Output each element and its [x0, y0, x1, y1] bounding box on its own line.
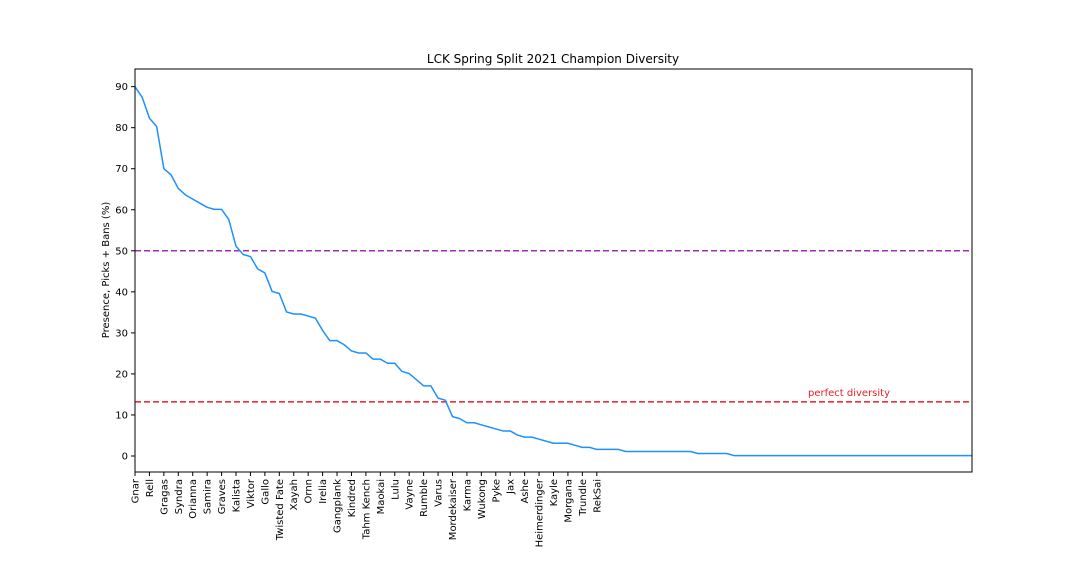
- reference-lines: perfect diversity: [135, 250, 972, 403]
- x-tick-label: Rell: [145, 479, 156, 497]
- x-tick-label: Ashe: [520, 479, 531, 504]
- y-tick-label: 30: [115, 328, 128, 339]
- x-tick-label: Vayne: [405, 479, 416, 510]
- x-tick-label: Orianna: [188, 479, 199, 519]
- x-tick-label: Irelia: [318, 479, 329, 504]
- series-group: [134, 86, 972, 457]
- x-tick-label: Gangplank: [333, 479, 344, 533]
- x-tick-label: Wukong: [477, 479, 488, 519]
- x-tick-label: Morgana: [563, 479, 574, 523]
- x-tick-label: Graves: [217, 479, 228, 514]
- y-tick-label: 10: [115, 410, 128, 421]
- x-tick-label: RekSai: [592, 479, 603, 513]
- y-tick-label: 20: [115, 369, 128, 380]
- x-tick-label: Viktor: [246, 478, 257, 508]
- y-tick-label: 70: [115, 164, 128, 175]
- plot-frame: [134, 68, 973, 473]
- y-tick-label: 0: [122, 451, 128, 462]
- x-tick-label: Varus: [434, 479, 445, 507]
- x-tick-label: Mordekaiser: [448, 478, 459, 540]
- x-tick-label: Heimerdinger: [535, 478, 546, 547]
- chart-title: LCK Spring Split 2021 Champion Diversity: [427, 52, 679, 66]
- x-tick-label: Gallo: [260, 479, 271, 505]
- y-tick-label: 60: [115, 205, 128, 216]
- y-tick-label: 90: [115, 82, 128, 93]
- reference-line-label: perfect diversity: [808, 388, 890, 399]
- x-tick-label: Tahm Kench: [361, 479, 372, 540]
- x-tick-label: Lulu: [390, 479, 401, 500]
- x-tick-label: Gnar: [131, 478, 142, 503]
- x-tick-label: Syndra: [174, 479, 185, 514]
- x-tick-label: Kindred: [347, 479, 358, 517]
- x-tick-label: Xayah: [289, 479, 300, 510]
- x-tick-label: Jax: [506, 479, 517, 495]
- y-axis: 0 10 20 30 40 50 60 70 80 90: [115, 82, 135, 462]
- x-tick-label: Pyke: [491, 479, 502, 503]
- x-axis: Gnar Rell Gragas Syndra Orianna Samira Graves K…: [131, 472, 603, 547]
- y-tick-label: 50: [115, 246, 128, 257]
- x-tick-label: Samira: [203, 479, 214, 514]
- y-axis-label: Presence, Picks + Bans (%): [101, 202, 112, 339]
- x-tick-label: Gragas: [159, 479, 170, 515]
- x-tick-label: Trundle: [578, 479, 589, 517]
- series-line-1: [134, 86, 972, 457]
- x-tick-label: Rumble: [419, 479, 430, 517]
- x-tick-label: Ornn: [304, 479, 315, 503]
- y-tick-label: 40: [115, 287, 128, 298]
- x-tick-label: Maokai: [376, 479, 387, 514]
- x-tick-label: Karma: [462, 479, 473, 511]
- y-tick-label: 80: [115, 123, 128, 134]
- x-tick-label: Kalista: [232, 479, 243, 512]
- x-tick-label: Twisted Fate: [275, 479, 286, 541]
- x-tick-label: Kayle: [549, 479, 560, 506]
